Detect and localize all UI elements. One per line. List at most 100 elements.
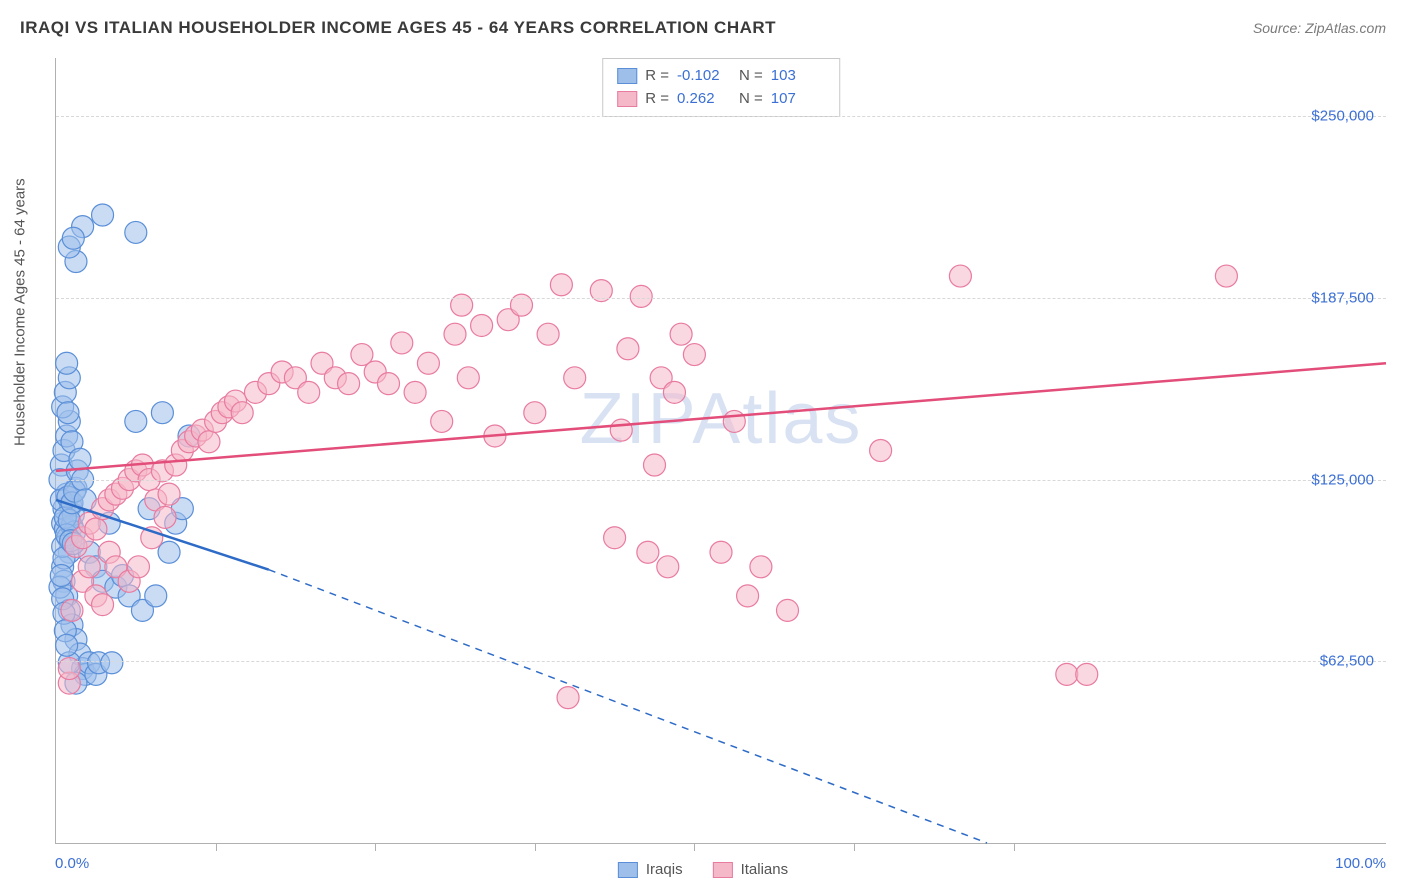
series-legend: Iraqis Italians — [618, 861, 788, 878]
y-tick-label: $62,500 — [1320, 653, 1374, 670]
x-tick — [375, 843, 376, 851]
scatter-point — [57, 402, 79, 424]
scatter-point — [444, 323, 466, 345]
scatter-point — [537, 323, 559, 345]
scatter-point — [62, 227, 84, 249]
gridline — [56, 116, 1386, 117]
legend-swatch — [617, 91, 637, 107]
scatter-point — [78, 556, 100, 578]
scatter-point — [101, 652, 123, 674]
x-tick — [854, 843, 855, 851]
scatter-point — [56, 634, 78, 656]
series-legend-item: Italians — [713, 861, 789, 878]
x-axis-max-label: 100.0% — [1335, 855, 1386, 872]
scatter-point — [231, 402, 253, 424]
scatter-point — [69, 448, 91, 470]
scatter-point — [127, 556, 149, 578]
scatter-point — [777, 599, 799, 621]
scatter-point — [125, 221, 147, 243]
scatter-point — [158, 541, 180, 563]
scatter-point — [417, 352, 439, 374]
scatter-point — [338, 373, 360, 395]
stat-n-value: 103 — [771, 65, 825, 88]
legend-swatch — [618, 862, 638, 878]
scatter-point — [85, 518, 107, 540]
series-legend-item: Iraqis — [618, 861, 683, 878]
trend-line — [56, 363, 1386, 471]
scatter-point — [151, 402, 173, 424]
scatter-point — [471, 314, 493, 336]
scatter-point — [158, 483, 180, 505]
x-tick — [694, 843, 695, 851]
scatter-point — [198, 431, 220, 453]
scatter-point — [670, 323, 692, 345]
scatter-point — [610, 419, 632, 441]
scatter-point — [723, 410, 745, 432]
scatter-point — [457, 367, 479, 389]
stat-r-label: R = — [645, 65, 669, 88]
stat-r-value: 0.262 — [677, 88, 731, 111]
scatter-point — [750, 556, 772, 578]
scatter-point — [710, 541, 732, 563]
scatter-point — [125, 410, 147, 432]
scatter-point — [145, 585, 167, 607]
scatter-point — [92, 594, 114, 616]
scatter-point — [663, 381, 685, 403]
stat-r-value: -0.102 — [677, 65, 731, 88]
chart-title: IRAQI VS ITALIAN HOUSEHOLDER INCOME AGES… — [20, 18, 776, 38]
scatter-point — [298, 381, 320, 403]
scatter-point — [154, 506, 176, 528]
scatter-point — [50, 565, 72, 587]
scatter-point — [637, 541, 659, 563]
scatter-point — [61, 599, 83, 621]
stat-r-label: R = — [645, 88, 669, 111]
scatter-point — [683, 344, 705, 366]
stats-row: R = 0.262 N = 107 — [617, 88, 825, 111]
x-axis-min-label: 0.0% — [55, 855, 89, 872]
title-bar: IRAQI VS ITALIAN HOUSEHOLDER INCOME AGES… — [20, 18, 1386, 38]
scatter-point — [557, 687, 579, 709]
stat-n-label: N = — [739, 65, 763, 88]
x-tick — [535, 843, 536, 851]
series-legend-label: Italians — [741, 861, 789, 878]
legend-swatch — [713, 862, 733, 878]
scatter-point — [949, 265, 971, 287]
y-tick-label: $187,500 — [1311, 289, 1374, 306]
scatter-point — [1215, 265, 1237, 287]
y-tick-label: $125,000 — [1311, 471, 1374, 488]
scatter-point — [404, 381, 426, 403]
stat-n-label: N = — [739, 88, 763, 111]
scatter-point — [550, 274, 572, 296]
trend-line-extrapolated — [269, 570, 987, 843]
legend-swatch — [617, 68, 637, 84]
y-axis-label: Householder Income Ages 45 - 64 years — [12, 178, 29, 446]
scatter-point — [524, 402, 546, 424]
scatter-point — [564, 367, 586, 389]
stat-n-value: 107 — [771, 88, 825, 111]
series-legend-label: Iraqis — [646, 861, 683, 878]
scatter-point — [870, 440, 892, 462]
stats-legend: R = -0.102 N = 103 R = 0.262 N = 107 — [602, 58, 840, 117]
chart-svg — [56, 58, 1386, 843]
scatter-point — [391, 332, 413, 354]
scatter-point — [1076, 663, 1098, 685]
plot-area: ZIPAtlas R =-0.102N =103R =0.262N =107 $… — [55, 58, 1386, 844]
scatter-point — [92, 204, 114, 226]
scatter-point — [630, 285, 652, 307]
stats-row: R = -0.102 N = 103 — [617, 65, 825, 88]
scatter-point — [737, 585, 759, 607]
x-tick — [1014, 843, 1015, 851]
x-tick — [216, 843, 217, 851]
scatter-point — [617, 338, 639, 360]
scatter-point — [378, 373, 400, 395]
scatter-point — [657, 556, 679, 578]
scatter-point — [431, 410, 453, 432]
scatter-point — [56, 352, 78, 374]
scatter-point — [1056, 663, 1078, 685]
gridline — [56, 661, 1386, 662]
gridline — [56, 298, 1386, 299]
y-tick-label: $250,000 — [1311, 108, 1374, 125]
scatter-point — [644, 454, 666, 476]
source-attribution: Source: ZipAtlas.com — [1253, 20, 1386, 36]
chart-container: IRAQI VS ITALIAN HOUSEHOLDER INCOME AGES… — [0, 0, 1406, 892]
